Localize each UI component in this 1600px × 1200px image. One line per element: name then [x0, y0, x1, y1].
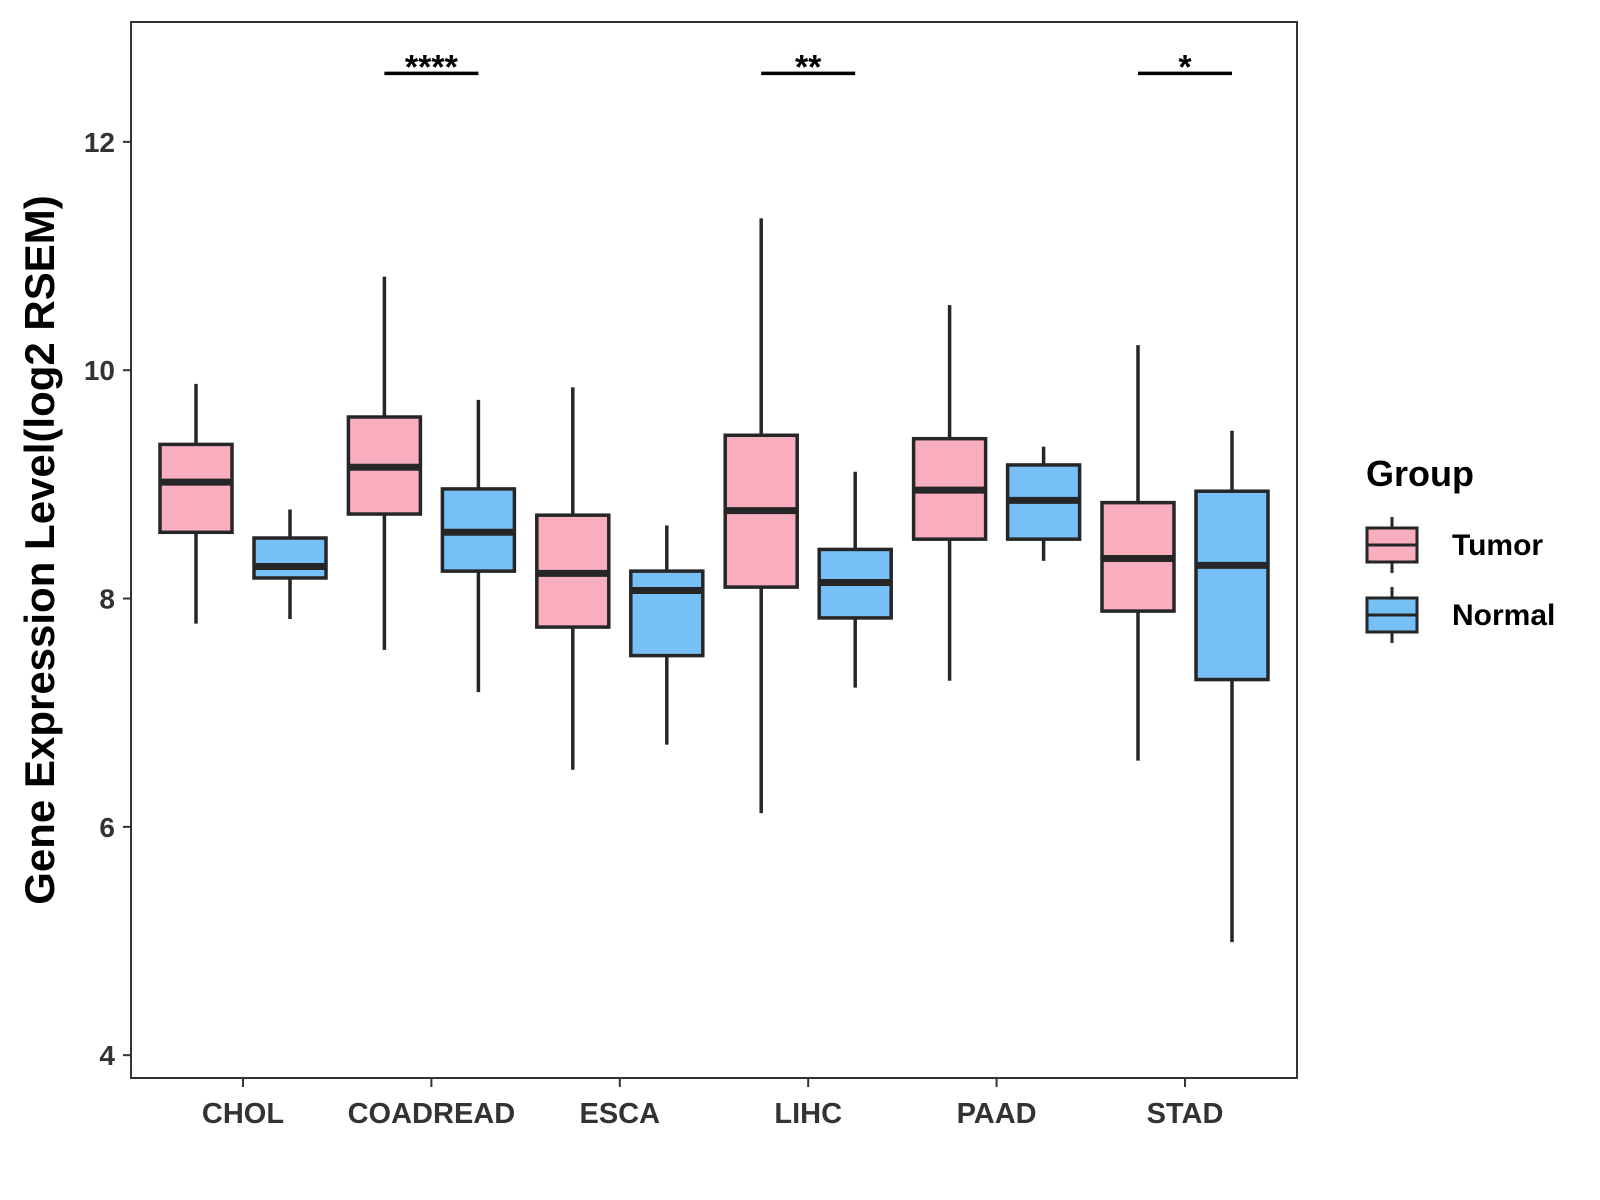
y-axis: 4 6 8 10 12	[84, 127, 131, 1071]
box-tumor-coadread	[346, 276, 423, 650]
box-normal-stad	[1194, 430, 1270, 943]
x-tick-label: STAD	[1147, 1098, 1224, 1130]
legend-label: Tumor	[1452, 529, 1543, 562]
box-iqr	[252, 536, 328, 580]
significance-label: **	[795, 48, 822, 86]
box-tumor-chol	[158, 383, 234, 624]
x-tick-label: CHOL	[202, 1098, 284, 1130]
box-normal-coadread	[440, 399, 517, 693]
box-iqr	[158, 442, 234, 535]
box-tumor-paad	[911, 305, 988, 681]
y-tick-label: 4	[99, 1040, 115, 1071]
x-tick-label: LIHC	[774, 1098, 842, 1130]
y-tick-label: 12	[84, 127, 115, 158]
box-normal-esca	[629, 525, 705, 745]
y-tick-label: 6	[99, 812, 115, 843]
x-axis: CHOL COADREAD ESCA LIHC PAAD STAD	[202, 1078, 1223, 1130]
box-normal-paad	[1005, 446, 1082, 561]
significance-label: *	[1178, 48, 1192, 86]
y-axis-title: Gene Expression Level(log2 RSEM)	[16, 195, 63, 905]
box-tumor-lihc	[723, 218, 799, 814]
plot-panel	[130, 21, 1298, 1079]
legend-title: Group	[1366, 453, 1474, 494]
legend-item-normal: Normal	[1365, 587, 1555, 643]
y-tick-label: 8	[99, 584, 115, 615]
legend-item-tumor: Tumor	[1365, 517, 1543, 573]
y-tick-label: 10	[84, 355, 115, 386]
box-normal-lihc	[817, 471, 893, 688]
boxes-layer	[158, 218, 1270, 943]
x-tick-label: PAAD	[957, 1098, 1037, 1130]
box-tumor-esca	[535, 387, 611, 770]
legend-label: Normal	[1452, 599, 1555, 632]
box-normal-chol	[252, 509, 328, 620]
legend: Group Tumor Normal	[1365, 453, 1555, 643]
significance-annotations: **** ** *	[384, 48, 1232, 86]
x-tick-label: ESCA	[580, 1098, 661, 1130]
x-tick-label: COADREAD	[348, 1098, 516, 1130]
box-iqr	[629, 569, 705, 658]
box-iqr	[1194, 489, 1270, 682]
box-tumor-stad	[1100, 345, 1176, 761]
significance-label: ****	[405, 48, 459, 86]
